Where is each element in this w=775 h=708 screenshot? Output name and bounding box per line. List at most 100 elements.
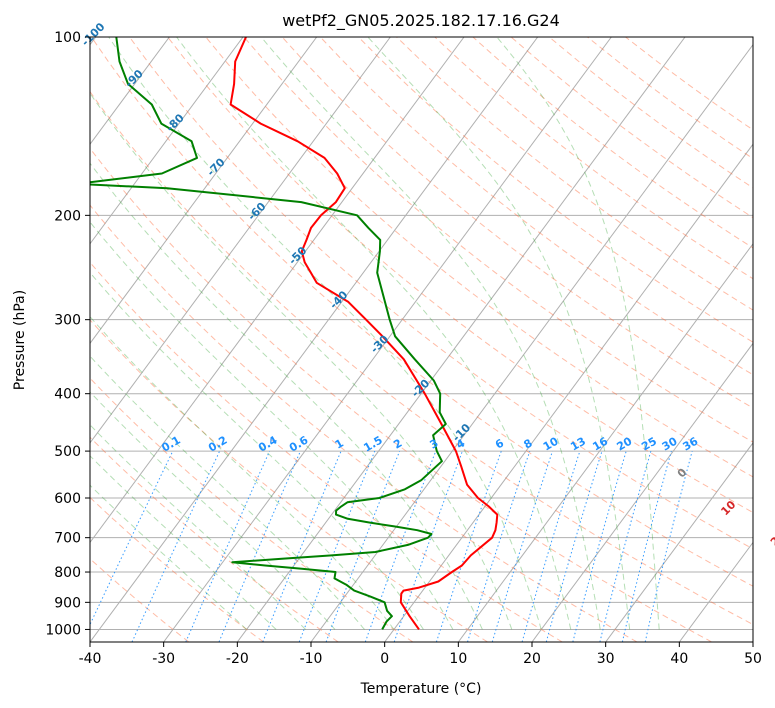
dry-adiabat-line (90, 147, 712, 642)
y-tick-label: 200 (54, 208, 81, 224)
dry-adiabat-line (281, 37, 753, 409)
y-tick-label: 1000 (45, 622, 81, 638)
isotherm-line (384, 143, 753, 642)
isotherm-line (457, 242, 753, 642)
mixing-ratio-line (599, 450, 652, 642)
temperature-profile-line (229, 37, 499, 630)
background-grid (90, 37, 753, 642)
y-axis-label: Pressure (hPa) (12, 290, 28, 390)
x-tick-label: -30 (152, 651, 175, 667)
mixing-ratio-line (644, 450, 693, 642)
dry-adiabat-line (90, 204, 638, 642)
isotherm-label: -100 (79, 20, 108, 49)
moist-adiabat-line (367, 37, 631, 630)
moist-adiabat-label: 0 (675, 466, 690, 481)
moist-adiabat-line (90, 92, 513, 630)
plot-frame (89, 36, 754, 643)
y-tick-label: 800 (54, 565, 81, 581)
mixing-ratio-line (262, 450, 342, 642)
data-series (90, 37, 499, 630)
y-tick-label: 700 (54, 531, 81, 547)
mixing-ratio-label: 2 (391, 437, 404, 452)
isotherm-line (163, 37, 612, 642)
moist-adiabat-line (260, 37, 601, 630)
isotherm-line (90, 37, 318, 345)
mixing-ratio-line (521, 450, 581, 642)
mixing-ratio-line (491, 450, 553, 642)
mixing-ratio-line (131, 450, 221, 642)
moist-adiabat-line (90, 221, 454, 630)
isotherm-line (605, 442, 753, 642)
isotherm-line (678, 541, 753, 642)
mixing-ratio-line (325, 450, 401, 642)
moist-adiabat-line (90, 271, 424, 630)
y-tick-label: 100 (54, 30, 81, 46)
isotherm-line (752, 641, 753, 642)
mixing-ratio-line (90, 450, 174, 626)
mixing-ratio-label: 3 (427, 437, 440, 452)
mixing-ratio-line (545, 450, 603, 642)
isotherm-line (90, 37, 244, 245)
dry-adiabat-line (319, 37, 753, 376)
moist-adiabat-line (90, 424, 306, 630)
isotherm-label: -70 (204, 155, 227, 178)
y-tick-label: 900 (54, 595, 81, 611)
dewpoint-profile-line (90, 37, 447, 630)
dry-adiabat-line (90, 377, 414, 642)
mixing-ratio-line (621, 450, 672, 642)
isotherm-line (236, 37, 686, 642)
y-tick-label: 400 (54, 387, 81, 403)
dry-adiabat-line (90, 261, 563, 642)
dry-adiabat-line (396, 37, 753, 311)
x-tick-label: 30 (597, 651, 615, 667)
dry-adiabat-line (358, 37, 753, 343)
dry-adiabat-line (90, 319, 488, 642)
moist-adiabat-line (90, 162, 483, 630)
x-tick-label: -40 (79, 651, 102, 667)
dry-adiabat-line (90, 558, 190, 642)
dry-adiabat-line (90, 90, 753, 626)
dry-adiabat-line (167, 37, 753, 514)
dry-adiabat-line (548, 37, 753, 189)
dry-adiabat-line (129, 37, 753, 550)
moist-adiabat-label: 10 (718, 498, 738, 518)
moist-adiabat-line (90, 484, 247, 630)
isotherm-line (310, 43, 753, 642)
x-tick-label: 40 (670, 651, 688, 667)
moist-adiabat-label: 20 (768, 529, 775, 549)
mixing-ratio-line (393, 450, 463, 642)
x-tick-label: 10 (449, 651, 467, 667)
moist-adiabat-line (90, 455, 277, 630)
mixing-ratio-label: 6 (493, 436, 506, 451)
moist-adiabat-line (90, 355, 365, 630)
x-tick-label: -20 (226, 651, 249, 667)
isotherm-line (90, 37, 539, 642)
x-tick-label: 0 (380, 651, 389, 667)
isotherm-label: -90 (123, 67, 146, 90)
x-axis-label: Temperature (°C) (360, 681, 482, 697)
isotherm-line (90, 37, 170, 146)
moist-adiabat-line (90, 315, 395, 630)
mixing-ratio-line (435, 450, 502, 642)
x-tick-label: 50 (744, 651, 762, 667)
chart-title: wetPf2_GN05.2025.182.17.16.G24 (282, 11, 560, 31)
isotherm-label: -60 (245, 200, 268, 223)
dry-adiabat-line (90, 37, 753, 587)
mixing-ratio-line (467, 450, 531, 642)
moist-adiabat-line (176, 37, 572, 630)
y-tick-label: 500 (54, 444, 81, 460)
isotherm-line (531, 342, 753, 642)
mixing-ratio-line (185, 450, 271, 642)
moist-adiabat-line (496, 37, 660, 630)
mixing-ratio-label: 8 (521, 437, 534, 452)
mixing-ratio-line (572, 450, 627, 642)
dry-adiabat-line (434, 37, 753, 280)
mixing-ratio-line (298, 450, 376, 642)
moist-adiabat-line (90, 391, 336, 630)
x-tick-label: 20 (523, 651, 541, 667)
isotherm-line (90, 37, 465, 544)
y-tick-label: 300 (54, 313, 81, 329)
isotherm-line (90, 37, 391, 444)
x-tick-label: -10 (300, 651, 323, 667)
